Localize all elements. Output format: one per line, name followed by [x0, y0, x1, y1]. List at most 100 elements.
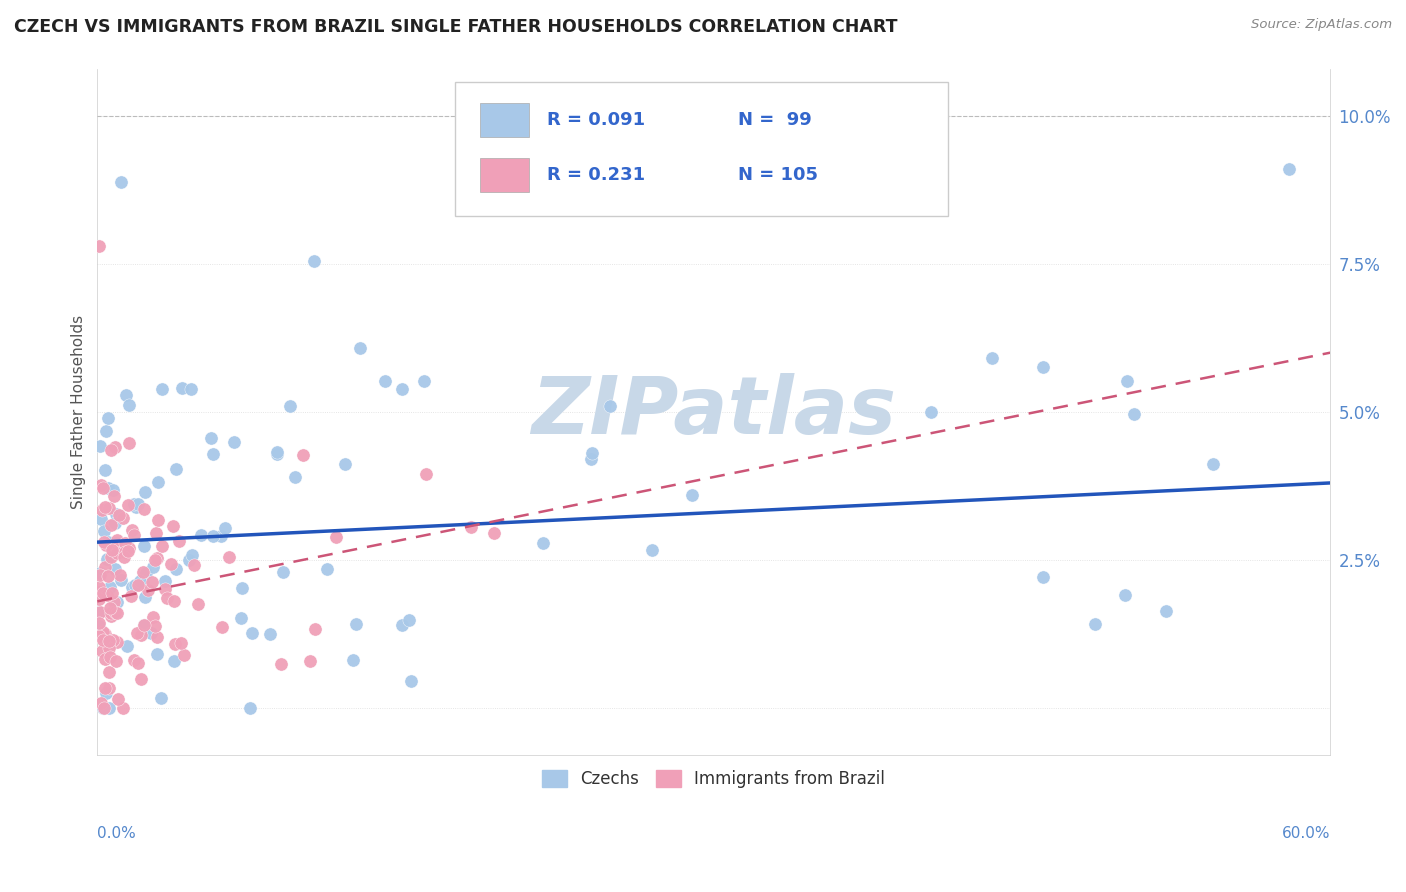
- Point: [124, 500, 146, 514]
- Point: [581, 452, 603, 467]
- Point: [117, 498, 139, 512]
- Point: [97, 665, 120, 679]
- Point: [266, 444, 288, 458]
- Point: [145, 647, 167, 661]
- Point: [101, 586, 124, 600]
- Point: [105, 606, 128, 620]
- Point: [98, 501, 121, 516]
- Point: [97, 481, 120, 495]
- Point: [280, 399, 302, 413]
- Point: [115, 387, 138, 401]
- Point: [127, 497, 149, 511]
- Point: [284, 469, 307, 483]
- Point: [120, 589, 142, 603]
- Point: [681, 488, 703, 502]
- Text: 60.0%: 60.0%: [1282, 826, 1330, 841]
- Text: N =  99: N = 99: [738, 111, 813, 129]
- Point: [90, 512, 112, 526]
- Point: [89, 566, 111, 580]
- Point: [108, 568, 131, 582]
- Point: [97, 634, 120, 648]
- Point: [93, 535, 115, 549]
- Point: [273, 565, 295, 579]
- Point: [398, 613, 420, 627]
- Point: [101, 483, 124, 498]
- Point: [98, 580, 121, 594]
- Point: [344, 617, 367, 632]
- Point: [131, 566, 153, 580]
- Point: [1278, 162, 1301, 177]
- Point: [920, 405, 942, 419]
- Point: [134, 540, 156, 554]
- Point: [94, 500, 117, 514]
- Point: [127, 626, 149, 640]
- Point: [89, 592, 111, 607]
- Point: [148, 475, 170, 489]
- Point: [89, 605, 111, 619]
- Point: [89, 605, 111, 619]
- Text: R = 0.091: R = 0.091: [547, 111, 645, 129]
- Point: [91, 701, 114, 715]
- Point: [93, 524, 115, 538]
- Point: [482, 525, 505, 540]
- Point: [118, 541, 141, 555]
- Point: [190, 528, 212, 542]
- Y-axis label: Single Father Households: Single Father Households: [72, 315, 86, 509]
- Point: [150, 382, 173, 396]
- Point: [132, 502, 155, 516]
- Point: [89, 629, 111, 643]
- Point: [105, 545, 128, 559]
- Point: [1032, 359, 1054, 374]
- Point: [90, 477, 112, 491]
- Point: [105, 634, 128, 648]
- Point: [231, 581, 253, 595]
- Point: [124, 578, 146, 592]
- Point: [108, 508, 131, 522]
- Point: [142, 610, 165, 624]
- Point: [114, 535, 136, 549]
- Point: [259, 627, 281, 641]
- Point: [122, 528, 145, 542]
- Point: [266, 447, 288, 461]
- Point: [134, 590, 156, 604]
- Point: [180, 548, 202, 562]
- Point: [129, 628, 152, 642]
- Point: [105, 536, 128, 550]
- Point: [146, 513, 169, 527]
- Point: [100, 549, 122, 564]
- Point: [100, 543, 122, 558]
- Point: [209, 529, 232, 543]
- Point: [460, 520, 482, 534]
- Point: [333, 457, 356, 471]
- Point: [89, 580, 111, 594]
- Point: [117, 543, 139, 558]
- Point: [415, 467, 437, 482]
- Point: [222, 435, 245, 450]
- Point: [167, 533, 190, 548]
- Point: [100, 609, 122, 624]
- Point: [100, 442, 122, 457]
- Point: [211, 620, 233, 634]
- Point: [96, 552, 118, 566]
- Point: [104, 516, 127, 530]
- Point: [183, 558, 205, 572]
- Point: [187, 597, 209, 611]
- Point: [100, 649, 122, 664]
- Point: [104, 440, 127, 454]
- Point: [94, 560, 117, 574]
- Point: [145, 526, 167, 541]
- Point: [374, 374, 396, 388]
- Point: [96, 588, 118, 602]
- Point: [149, 691, 172, 706]
- Point: [162, 518, 184, 533]
- Point: [163, 594, 186, 608]
- Point: [202, 447, 225, 461]
- Point: [97, 569, 120, 583]
- Point: [97, 701, 120, 715]
- Point: [89, 568, 111, 582]
- Point: [170, 636, 193, 650]
- Point: [107, 691, 129, 706]
- Point: [94, 463, 117, 477]
- Point: [100, 607, 122, 621]
- Point: [115, 640, 138, 654]
